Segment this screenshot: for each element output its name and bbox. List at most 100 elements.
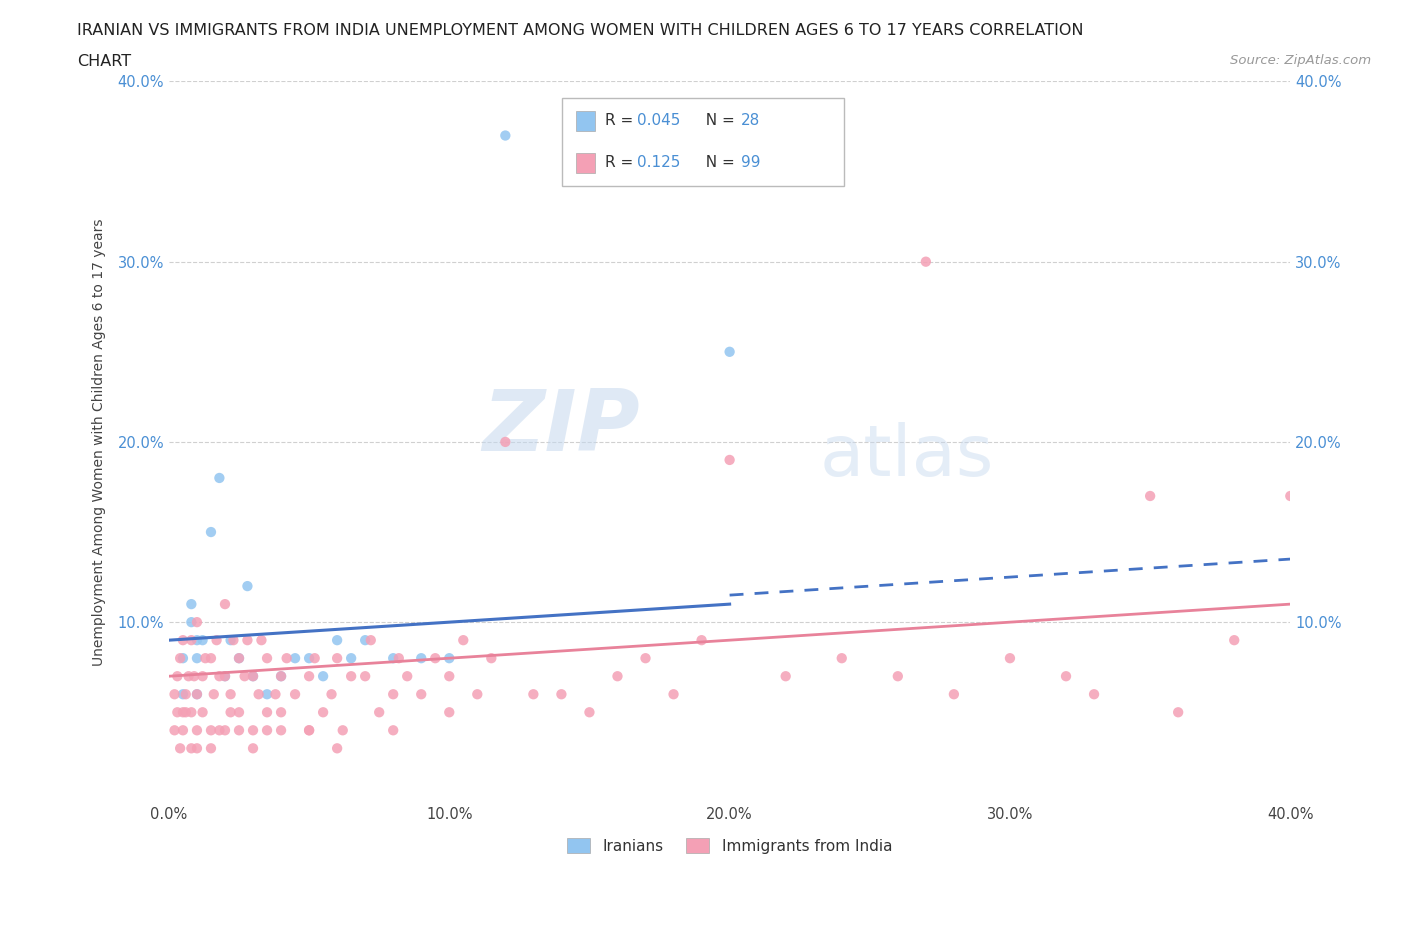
Y-axis label: Unemployment Among Women with Children Ages 6 to 17 years: Unemployment Among Women with Children A… <box>93 219 107 666</box>
Point <box>208 723 231 737</box>
Point <box>634 651 657 666</box>
Point <box>887 669 910 684</box>
Point <box>186 651 208 666</box>
Text: R =: R = <box>605 113 638 128</box>
Point <box>180 705 202 720</box>
Point <box>453 632 475 647</box>
Point <box>242 669 264 684</box>
Point <box>166 705 188 720</box>
Point <box>202 687 225 702</box>
Point <box>194 651 217 666</box>
Point <box>522 687 544 702</box>
Point <box>662 687 685 702</box>
Point <box>326 632 349 647</box>
Point <box>180 615 202 630</box>
Point <box>256 651 278 666</box>
Point <box>172 651 194 666</box>
Point <box>439 705 461 720</box>
Point <box>326 741 349 756</box>
Point <box>222 632 245 647</box>
Text: N =: N = <box>696 113 740 128</box>
Point <box>174 687 197 702</box>
Point <box>298 669 321 684</box>
Point <box>411 651 433 666</box>
Point <box>183 669 205 684</box>
Point <box>298 723 321 737</box>
Point <box>242 741 264 756</box>
Point <box>494 128 516 143</box>
Point <box>775 669 797 684</box>
Point <box>270 723 292 737</box>
Point <box>186 687 208 702</box>
Point <box>340 669 363 684</box>
Point <box>942 687 965 702</box>
Point <box>332 723 354 737</box>
Point <box>214 723 236 737</box>
Point <box>166 669 188 684</box>
Point <box>606 669 628 684</box>
Point <box>1139 488 1161 503</box>
Text: 0.045: 0.045 <box>637 113 681 128</box>
Point <box>550 687 572 702</box>
Text: Source: ZipAtlas.com: Source: ZipAtlas.com <box>1230 54 1371 67</box>
Point <box>1167 705 1189 720</box>
Text: atlas: atlas <box>820 422 994 491</box>
Point <box>186 723 208 737</box>
Legend: Iranians, Immigrants from India: Iranians, Immigrants from India <box>561 831 898 859</box>
Point <box>174 705 197 720</box>
Point <box>191 669 214 684</box>
Point <box>340 651 363 666</box>
Point <box>205 632 228 647</box>
Point <box>388 651 411 666</box>
Point <box>690 632 713 647</box>
Point <box>382 651 405 666</box>
Text: R =: R = <box>605 155 643 170</box>
Point <box>172 705 194 720</box>
Point <box>256 705 278 720</box>
Point <box>236 578 259 593</box>
Point <box>242 723 264 737</box>
Point <box>276 651 298 666</box>
Text: IRANIAN VS IMMIGRANTS FROM INDIA UNEMPLOYMENT AMONG WOMEN WITH CHILDREN AGES 6 T: IRANIAN VS IMMIGRANTS FROM INDIA UNEMPLO… <box>77 23 1084 38</box>
Point <box>200 741 222 756</box>
Point <box>578 705 600 720</box>
Point <box>172 687 194 702</box>
Point <box>396 669 419 684</box>
Point <box>321 687 343 702</box>
Point <box>200 525 222 539</box>
Point <box>172 723 194 737</box>
Point <box>354 632 377 647</box>
Point <box>200 651 222 666</box>
Point <box>219 705 242 720</box>
Text: 28: 28 <box>741 113 761 128</box>
Point <box>411 687 433 702</box>
Point <box>228 651 250 666</box>
Point <box>214 669 236 684</box>
Point <box>1083 687 1105 702</box>
Point <box>312 669 335 684</box>
Point <box>177 669 200 684</box>
Point <box>382 687 405 702</box>
Point <box>172 632 194 647</box>
Point <box>228 651 250 666</box>
Point <box>186 615 208 630</box>
Point <box>354 669 377 684</box>
Point <box>284 651 307 666</box>
Point <box>312 705 335 720</box>
Point <box>439 651 461 666</box>
Point <box>256 687 278 702</box>
Point <box>718 453 741 468</box>
Point <box>191 632 214 647</box>
Point <box>831 651 853 666</box>
Point <box>270 705 292 720</box>
Point <box>425 651 447 666</box>
Point <box>191 705 214 720</box>
Point <box>186 632 208 647</box>
Point <box>233 669 256 684</box>
Point <box>214 669 236 684</box>
Point <box>219 687 242 702</box>
Point <box>200 723 222 737</box>
Point <box>180 741 202 756</box>
Text: 99: 99 <box>741 155 761 170</box>
Point <box>242 669 264 684</box>
